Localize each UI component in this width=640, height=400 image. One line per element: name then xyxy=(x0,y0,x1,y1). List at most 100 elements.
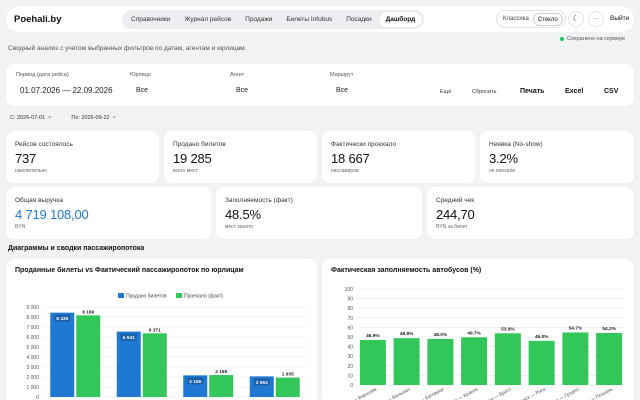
data-label: 8 166 xyxy=(82,309,94,315)
more-icon[interactable]: ··· xyxy=(588,11,604,27)
data-label: 2 063 xyxy=(256,380,268,386)
y-tick-label: 50 xyxy=(347,335,353,341)
page-subtitle: Сводный анализ с учетом выбранных фильтр… xyxy=(8,45,247,52)
nav-trip-log[interactable]: Журнал рейсов xyxy=(184,15,232,23)
reset-button[interactable]: Сбросить xyxy=(472,89,497,95)
chart-tickets: 0 1 000 2 000 3 000 4 000 5 000 6 000 7 000 8 00… xyxy=(26,293,308,400)
x-tick-label: Минск — Познань xyxy=(576,386,615,400)
kpi-value: 3.2% xyxy=(489,151,518,166)
x-tick-label: Минск — Гродно xyxy=(545,386,581,400)
y-tick-label: 30 xyxy=(347,354,353,360)
kpi-value: 4 719 108,00 xyxy=(15,207,89,222)
bar-actual xyxy=(275,377,300,397)
bar-actual xyxy=(209,375,234,397)
y-tick-label: 70 xyxy=(347,316,353,322)
kpi-label: Средний чек xyxy=(436,197,475,204)
kpi-sold: Продано билетов 19 285 всего мест xyxy=(164,131,317,183)
data-label: 54.2% xyxy=(602,326,616,332)
data-label: 6 541 xyxy=(123,335,135,341)
period-input[interactable]: 01.07.2026 — 22.09.2026 xyxy=(14,82,118,100)
data-label: 46.0% xyxy=(535,334,549,340)
bar-occupancy xyxy=(393,338,420,385)
excel-button[interactable]: Excel xyxy=(565,88,584,95)
data-label: 6 371 xyxy=(149,327,161,333)
bar-occupancy xyxy=(359,339,386,385)
save-status: Сохранено на сервере xyxy=(560,36,625,42)
kpi-sub: пассажиров xyxy=(331,168,359,174)
theme-classic[interactable]: Классика xyxy=(503,15,529,22)
x-tick-label: Минск — Вильнюс xyxy=(372,386,412,400)
kpi-label: Неявка (No-show) xyxy=(489,141,543,148)
legal-entity-select[interactable]: Все xyxy=(130,82,230,100)
kpi-value: 737 xyxy=(15,151,37,166)
y-tick-label: 0 xyxy=(36,395,39,400)
y-tick-label: 90 xyxy=(347,297,353,303)
legend-label: Проехало (факт) xyxy=(184,294,223,300)
y-tick-label: 80 xyxy=(347,306,353,312)
theme-glass[interactable]: Стекло xyxy=(532,12,563,26)
y-tick-label: 20 xyxy=(347,364,353,370)
legend-swatch xyxy=(176,293,182,298)
y-tick-label: 40 xyxy=(347,345,353,351)
y-tick-label: 6 000 xyxy=(26,335,39,341)
kpi-trips: Рейсов состоялось 737 накопительно xyxy=(6,131,159,183)
data-label-box xyxy=(187,377,204,385)
kpi-value: 48.5% xyxy=(225,207,261,222)
print-button[interactable]: Печать xyxy=(520,88,545,95)
kpi-value: 19 285 xyxy=(173,151,212,166)
data-label: 1 935 xyxy=(282,372,294,378)
legend-swatch xyxy=(118,293,124,298)
bar-occupancy xyxy=(461,337,488,385)
data-label: 48.8% xyxy=(400,331,414,337)
kpi-noshow: Неявка (No-show) 3.2% не поехали xyxy=(480,131,634,183)
kpi-sub: BYN за билет xyxy=(436,224,468,230)
nav-sales[interactable]: Продажи xyxy=(245,15,273,23)
bar-actual xyxy=(76,315,101,397)
kpi-label: Продано билетов xyxy=(173,141,226,148)
y-tick-label: 5 000 xyxy=(26,345,39,351)
agent-label: Агент xyxy=(230,72,245,78)
y-tick-label: 8 000 xyxy=(26,315,39,321)
y-tick-label: 10 xyxy=(347,373,353,379)
data-label: 49.7% xyxy=(467,330,481,336)
theme-switcher: Классика Стекло xyxy=(496,10,566,28)
data-label-box xyxy=(54,314,71,322)
nav-directories[interactable]: Справочники xyxy=(131,15,171,23)
route-select[interactable]: Все xyxy=(330,82,430,100)
data-label: 53.9% xyxy=(501,326,515,332)
kpi-revenue: Общая выручка 4 719 108,00 BYN xyxy=(6,187,211,239)
status-dot-icon xyxy=(560,37,564,41)
moon-icon[interactable]: ☾ xyxy=(568,11,584,27)
kpi-label: Заполняемость (факт) xyxy=(225,197,293,204)
top-bar: Poehali.by Справочники Журнал рейсов Про… xyxy=(6,6,634,32)
chip-date-from-text: С: 2026-07-01 xyxy=(10,115,46,121)
close-icon[interactable]: × xyxy=(48,115,52,121)
data-label: 54.7% xyxy=(569,325,583,331)
route-label: Маршрут xyxy=(330,72,354,78)
nav-dashboard[interactable]: Дашборд xyxy=(378,11,423,27)
kpi-average-check: Средний чек 244,70 BYN за билет xyxy=(427,187,634,239)
nav-infobus-tickets[interactable]: Билеты Infobus xyxy=(286,15,333,23)
filter-panel: Период (дата рейса) 01.07.2026 — 22.09.2… xyxy=(6,64,634,106)
csv-button[interactable]: CSV xyxy=(604,88,619,95)
more-filters-button[interactable]: Ещё xyxy=(440,89,452,95)
y-tick-label: 9 000 xyxy=(26,305,39,311)
kpi-sub: накопительно xyxy=(15,168,47,174)
x-tick-label: Минск — Краков xyxy=(444,386,480,400)
logo[interactable]: Poehali.by xyxy=(14,13,62,25)
section-title: Диаграммы и сводки пассажиропотока xyxy=(8,245,145,252)
kpi-value: 244,70 xyxy=(436,207,475,222)
chip-date-from: С: 2026-07-01 × xyxy=(10,115,51,121)
kpi-sub: мест занято xyxy=(225,224,253,230)
data-label: 8 435 xyxy=(56,316,68,322)
data-label: 2 195 xyxy=(215,369,227,375)
nav-boardings[interactable]: Посадки xyxy=(346,15,372,23)
logout-button[interactable]: Выйти xyxy=(610,15,630,22)
y-tick-label: 4 000 xyxy=(26,355,39,361)
bar-occupancy xyxy=(562,332,589,385)
y-tick-label: 7 000 xyxy=(26,325,39,331)
close-icon[interactable]: × xyxy=(112,115,116,121)
y-tick-label: 1 000 xyxy=(26,385,39,391)
agent-select[interactable]: Все xyxy=(230,82,330,100)
y-tick-label: 0 xyxy=(350,383,353,389)
